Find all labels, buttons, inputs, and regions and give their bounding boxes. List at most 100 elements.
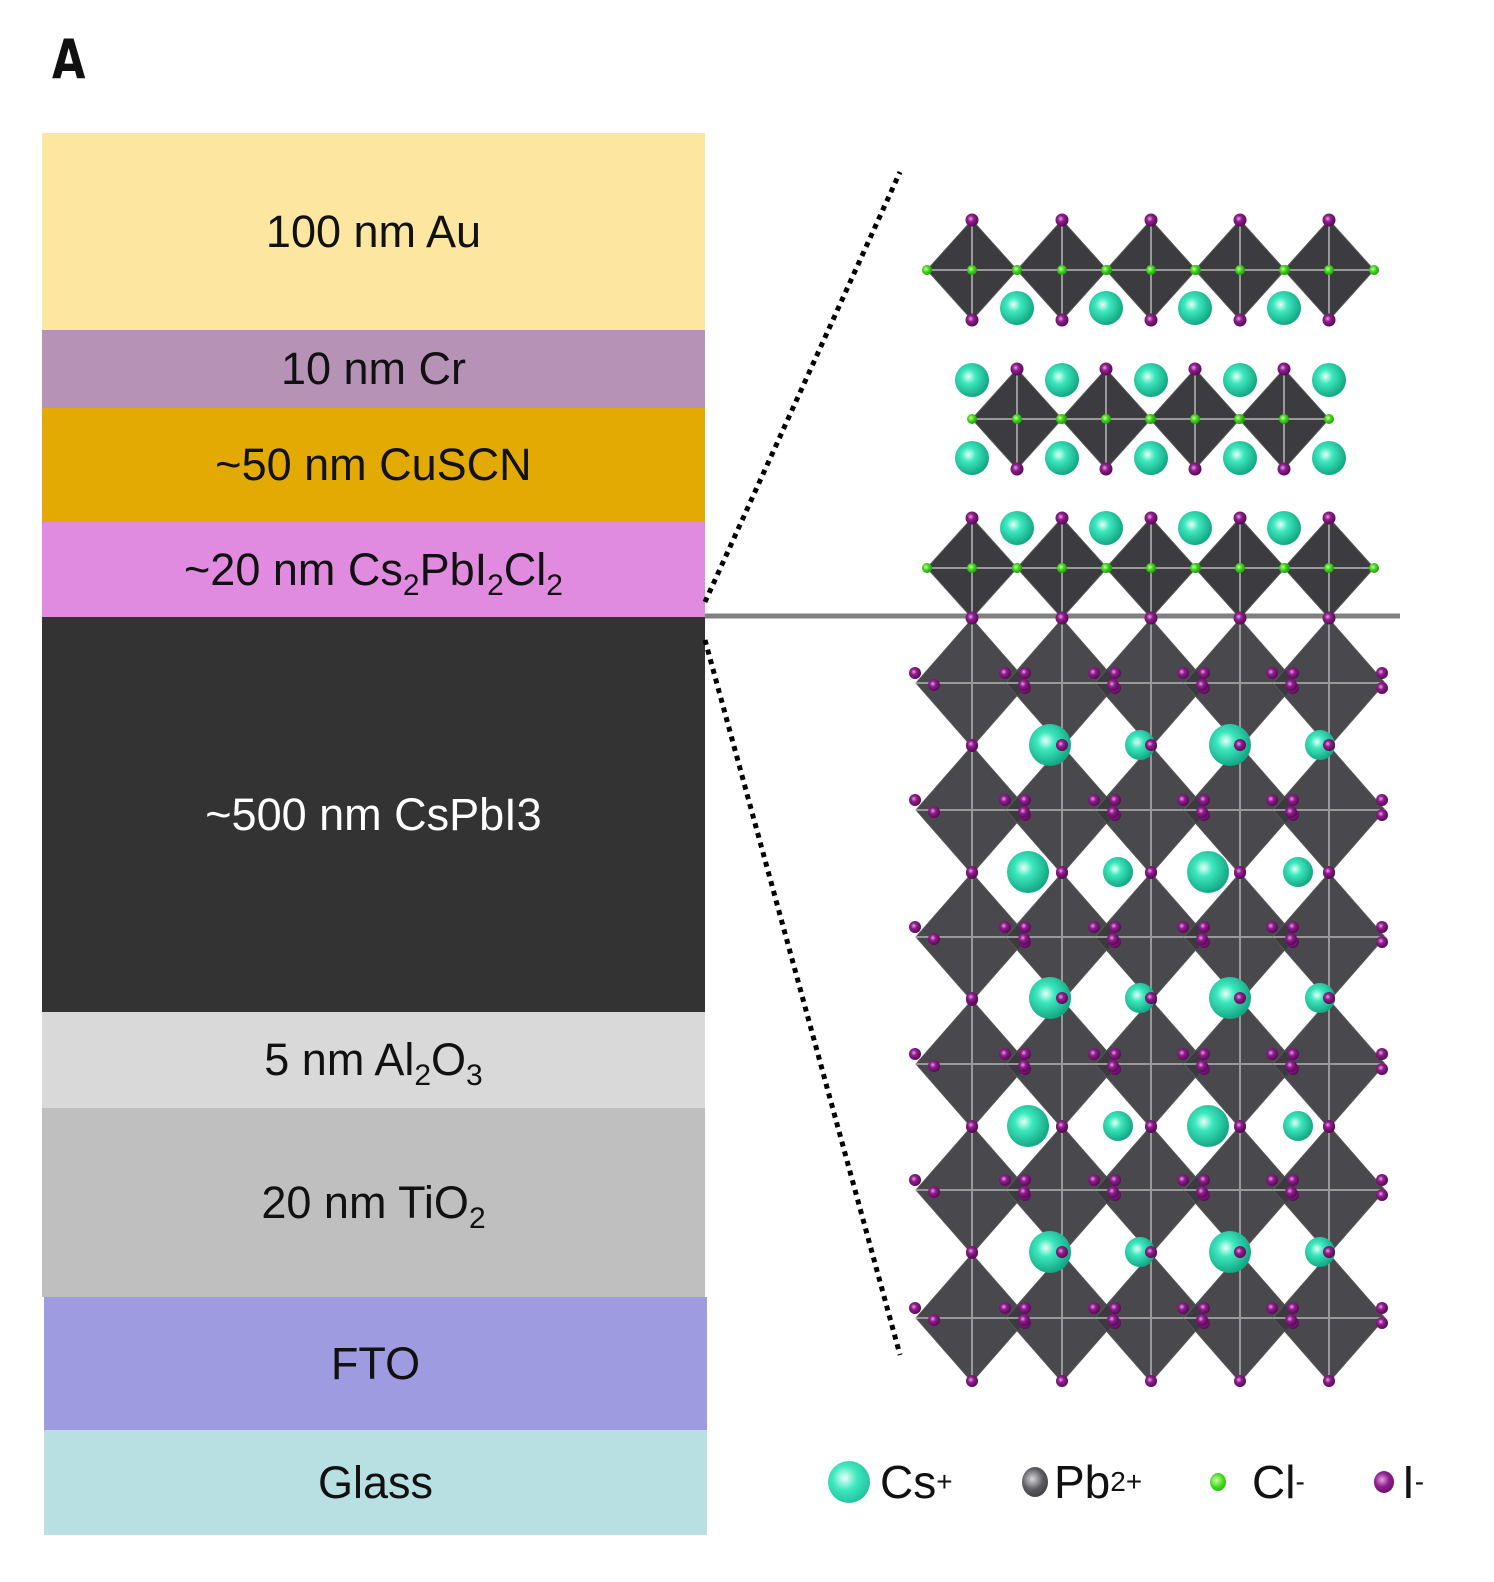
cs-atom-icon [828, 1461, 870, 1503]
cl-atom [1146, 563, 1156, 573]
i-atom [1056, 1120, 1068, 1132]
i-atom [1088, 921, 1100, 933]
i-atom [1198, 921, 1210, 933]
i-atom [909, 1174, 921, 1186]
i-atom [1376, 921, 1388, 933]
cl-atom [1056, 414, 1066, 424]
layer-label: FTO [330, 1337, 421, 1389]
i-atom [1019, 1302, 1031, 1314]
zoom-guide-lines [702, 170, 903, 1356]
i-atom [1376, 809, 1388, 821]
cl-atom [1279, 414, 1289, 424]
i-atom [999, 1174, 1011, 1186]
layer-al2o3: 5 nm Al2O3 [42, 1012, 705, 1108]
cl-atom [1369, 265, 1379, 275]
i-atom [1018, 1186, 1030, 1198]
i-atom [928, 679, 940, 691]
i-atom [1055, 511, 1069, 525]
cl-atom [1279, 265, 1289, 275]
i-atom [1056, 1375, 1068, 1387]
i-atom [1177, 1174, 1189, 1186]
i-atom [965, 511, 979, 525]
i-atom [1285, 933, 1297, 945]
i-atom [909, 1048, 921, 1060]
cs-atom [1209, 724, 1251, 766]
i-atom [1233, 611, 1247, 625]
cl-atom [1012, 265, 1022, 275]
i-atom [1177, 667, 1189, 679]
i-atom [1107, 1060, 1119, 1072]
cs-atom [1125, 730, 1155, 760]
layer-cr: 10 nm Cr [42, 330, 705, 408]
i-atom [1287, 1048, 1299, 1060]
i-atom [966, 1246, 978, 1258]
i-atom [1196, 933, 1208, 945]
cl-atom [1012, 414, 1022, 424]
i-atom [1376, 667, 1388, 679]
i-atom [1285, 679, 1297, 691]
i-atom [1198, 1048, 1210, 1060]
i-atom [1198, 794, 1210, 806]
cl-atom [1190, 414, 1200, 424]
dotted-guide-bottom [702, 639, 903, 1356]
cs-atom [1187, 1105, 1229, 1147]
cs-atom [1103, 857, 1133, 887]
i-atom [1145, 1246, 1157, 1258]
i-atom [1019, 1048, 1031, 1060]
i-atom [1056, 992, 1068, 1004]
i-atom [1056, 739, 1068, 751]
cs-atom [1125, 983, 1155, 1013]
i-atom [1285, 1060, 1297, 1072]
cl-atom [1190, 563, 1200, 573]
i-atom [1144, 611, 1158, 625]
layer-au: 100 nm Au [42, 133, 705, 330]
cl-atom [1235, 563, 1245, 573]
cs-atom [1267, 291, 1301, 325]
i-atom [1055, 611, 1069, 625]
i-atom [1376, 1174, 1388, 1186]
i-atom [1144, 213, 1158, 227]
legend-pb: Pb 2+ [1022, 1455, 1142, 1509]
i-atom [1109, 921, 1121, 933]
cs-atom [1209, 1231, 1251, 1273]
cs-atom [1305, 983, 1335, 1013]
i-atom [999, 667, 1011, 679]
i-atom [928, 1314, 940, 1326]
i-atom [1055, 313, 1069, 327]
cl-atom [1146, 265, 1156, 275]
i-atom [1323, 1375, 1335, 1387]
i-atom [1107, 933, 1119, 945]
i-atom [1196, 1314, 1208, 1326]
i-atom [1234, 739, 1246, 751]
i-atom [1018, 933, 1030, 945]
cl-atom [1101, 265, 1111, 275]
i-atom [1145, 739, 1157, 751]
i-atom [1010, 462, 1024, 476]
i-atom [965, 313, 979, 327]
i-atom [1323, 1246, 1335, 1258]
i-atom [1376, 682, 1388, 694]
cl-atom [1101, 563, 1111, 573]
cs-atom [1029, 724, 1071, 766]
cl-atom [1235, 265, 1245, 275]
i-atom [1198, 667, 1210, 679]
i-atom [1109, 1048, 1121, 1060]
i-atom [1019, 921, 1031, 933]
i-atom [1088, 794, 1100, 806]
i-atom [1322, 213, 1336, 227]
i-atom [928, 806, 940, 818]
i-atom-icon [1374, 1471, 1394, 1493]
cs-atom [1305, 1237, 1335, 1267]
cs-atom [1103, 1111, 1133, 1141]
cl-atom [922, 265, 932, 275]
i-atom [1196, 1060, 1208, 1072]
cs-atom [1283, 1111, 1313, 1141]
cl-atom [1324, 265, 1334, 275]
i-atom [1285, 806, 1297, 818]
i-atom [1285, 1186, 1297, 1198]
i-atom [1234, 1246, 1246, 1258]
i-atom [965, 213, 979, 227]
i-atom [966, 992, 978, 1004]
layer-label: ~50 nm CuSCN [215, 439, 532, 490]
cs-atom [1045, 363, 1079, 397]
